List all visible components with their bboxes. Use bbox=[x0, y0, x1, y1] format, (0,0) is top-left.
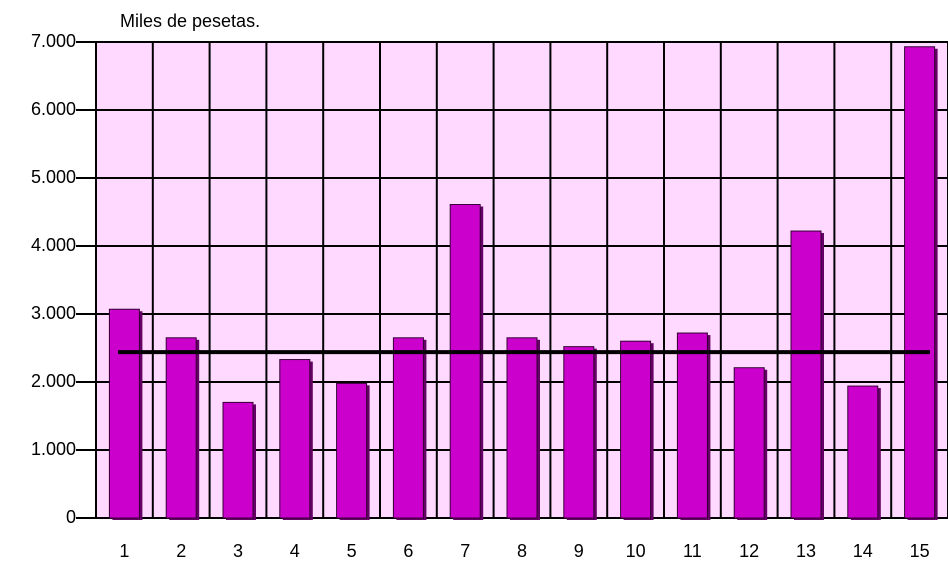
bar bbox=[222, 401, 254, 519]
y-tick-label: 6.000 bbox=[31, 99, 76, 119]
bar bbox=[449, 204, 481, 519]
bar bbox=[904, 46, 936, 519]
bar bbox=[847, 385, 879, 519]
bar bbox=[790, 230, 822, 519]
x-tick-label: 9 bbox=[574, 541, 584, 561]
x-tick-label: 10 bbox=[626, 541, 646, 561]
x-tick-label: 5 bbox=[347, 541, 357, 561]
bar bbox=[733, 367, 765, 519]
bar bbox=[108, 308, 140, 519]
x-tick-label: 3 bbox=[233, 541, 243, 561]
x-tick-label: 7 bbox=[460, 541, 470, 561]
bar bbox=[165, 337, 197, 519]
y-tick-label: 7.000 bbox=[31, 31, 76, 51]
bar bbox=[279, 359, 311, 519]
x-tick-label: 15 bbox=[910, 541, 930, 561]
y-tick-label: 2.000 bbox=[31, 371, 76, 391]
x-tick-label: 6 bbox=[403, 541, 413, 561]
y-tick-label: 1.000 bbox=[31, 439, 76, 459]
bar bbox=[676, 332, 708, 519]
x-tick-label: 14 bbox=[853, 541, 873, 561]
bar bbox=[563, 346, 595, 519]
bar bbox=[392, 337, 424, 519]
x-tick-label: 11 bbox=[683, 541, 702, 561]
bar bbox=[506, 337, 538, 519]
x-tick-label: 8 bbox=[517, 541, 527, 561]
x-tick-label: 13 bbox=[796, 541, 816, 561]
x-tick-label: 4 bbox=[290, 541, 300, 561]
y-tick-label: 5.000 bbox=[31, 167, 76, 187]
chart-title: Miles de pesetas. bbox=[120, 11, 260, 31]
x-tick-label: 12 bbox=[739, 541, 759, 561]
y-tick-label: 0 bbox=[66, 507, 76, 527]
x-tick-label: 1 bbox=[119, 541, 129, 561]
bar bbox=[336, 382, 368, 519]
x-tick-label: 2 bbox=[176, 541, 186, 561]
y-tick-label: 3.000 bbox=[31, 303, 76, 323]
bar bbox=[620, 340, 652, 519]
y-tick-label: 4.000 bbox=[31, 235, 76, 255]
